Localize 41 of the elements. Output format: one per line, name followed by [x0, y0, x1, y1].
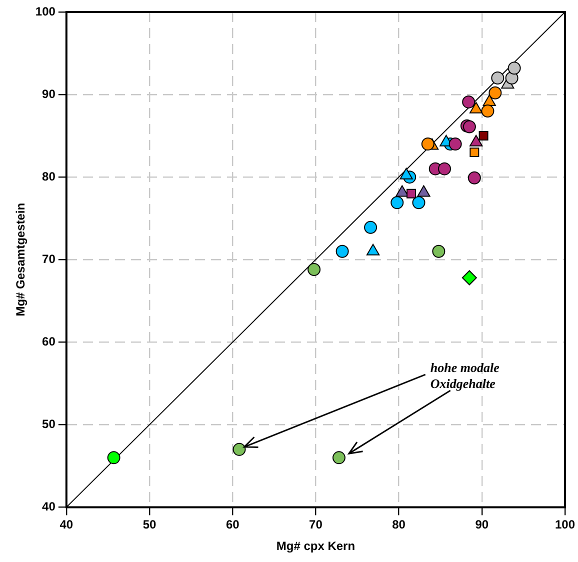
point [406, 188, 416, 198]
point [468, 171, 481, 184]
x-tick-label: 40 [60, 518, 74, 532]
x-tick-label: 80 [392, 518, 406, 532]
y-axis-title: Mg# Gesamtgestein [14, 202, 28, 316]
point [412, 196, 426, 210]
point [481, 104, 494, 118]
point [470, 148, 480, 158]
point [478, 131, 488, 141]
y-tick-label: 40 [42, 500, 56, 514]
x-tick-label: 70 [309, 518, 323, 532]
y-tick-label: 90 [42, 86, 56, 101]
point [508, 62, 521, 75]
y-tick-label: 60 [42, 334, 56, 348]
point [308, 263, 321, 276]
point [462, 120, 476, 134]
point [462, 95, 476, 108]
point [488, 86, 502, 100]
y-tick-label: 50 [42, 416, 56, 431]
x-tick-label: 90 [475, 518, 489, 532]
x-tick-label: 60 [226, 518, 240, 532]
point [491, 72, 504, 85]
y-tick-label: 70 [42, 252, 56, 266]
point [390, 196, 404, 210]
x-axis-title: Mg# cpx Kern [276, 539, 356, 554]
point [448, 138, 462, 151]
point [462, 270, 477, 286]
annotation: Oxidgehalte [430, 376, 496, 391]
point [232, 442, 246, 456]
point [332, 451, 346, 464]
annotation: hohe modale [430, 360, 500, 375]
point [432, 244, 446, 258]
x-tick-label: 100 [554, 518, 576, 532]
point [364, 220, 378, 234]
y-tick-label: 80 [42, 169, 56, 184]
point [107, 451, 120, 464]
point [336, 244, 349, 258]
point [421, 138, 434, 151]
y-tick-label: 100 [35, 4, 56, 18]
point [438, 162, 451, 176]
x-tick-label: 50 [142, 518, 157, 532]
